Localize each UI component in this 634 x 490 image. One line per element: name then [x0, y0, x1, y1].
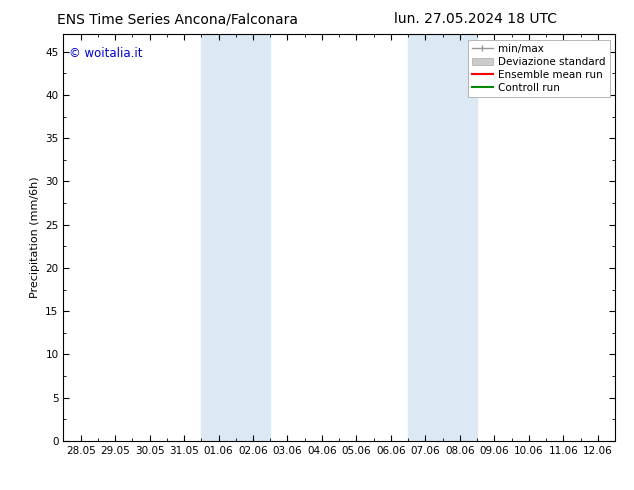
Text: ENS Time Series Ancona/Falconara: ENS Time Series Ancona/Falconara	[57, 12, 298, 26]
Text: © woitalia.it: © woitalia.it	[69, 47, 143, 59]
Text: lun. 27.05.2024 18 UTC: lun. 27.05.2024 18 UTC	[394, 12, 557, 26]
Legend: min/max, Deviazione standard, Ensemble mean run, Controll run: min/max, Deviazione standard, Ensemble m…	[468, 40, 610, 97]
Y-axis label: Precipitation (mm/6h): Precipitation (mm/6h)	[30, 177, 40, 298]
Bar	[408, 34, 477, 441]
Bar	[202, 34, 270, 441]
